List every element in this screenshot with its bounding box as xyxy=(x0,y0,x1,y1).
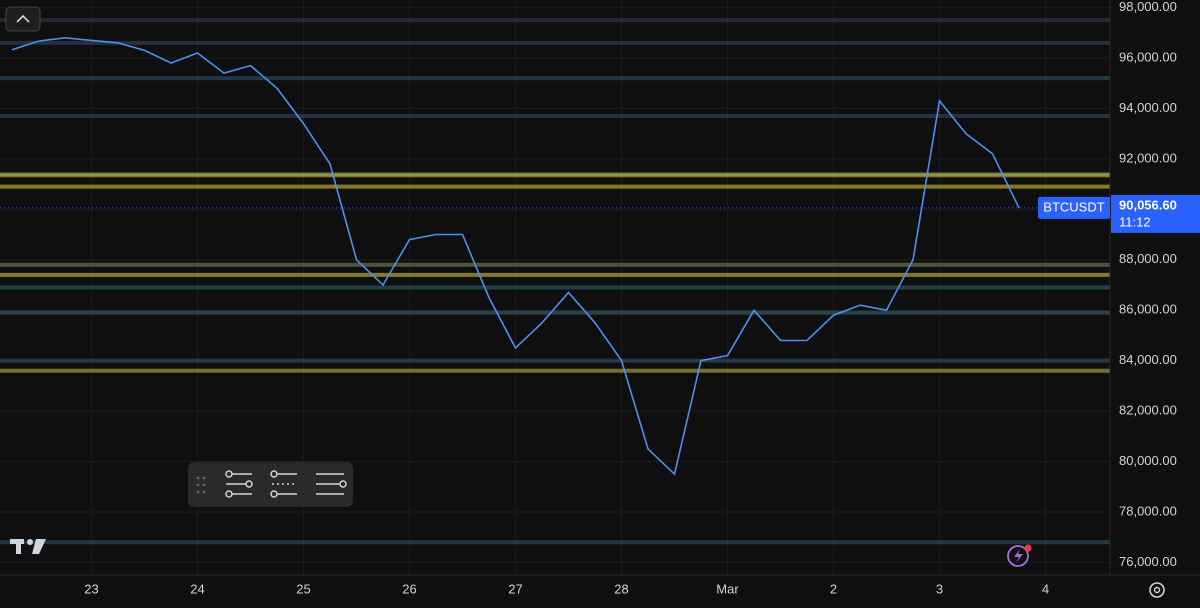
heatmap-levels xyxy=(0,18,1110,545)
heatmap-level xyxy=(0,358,1110,363)
heatmap-level xyxy=(0,184,1110,189)
x-tick-label: 24 xyxy=(190,581,204,596)
heatmap-level xyxy=(0,18,1110,23)
heatmap-level xyxy=(0,262,1110,267)
y-tick-label: 88,000.00 xyxy=(1119,251,1177,266)
x-tick-label: 28 xyxy=(614,581,628,596)
heatmap-level xyxy=(0,272,1110,277)
heatmap-level xyxy=(0,173,1110,178)
price-tag xyxy=(1111,194,1200,233)
tool-icon[interactable] xyxy=(270,470,297,498)
x-tick-label: Mar xyxy=(716,581,739,596)
heatmap-level xyxy=(0,540,1110,545)
heatmap-level xyxy=(0,368,1110,373)
x-tick-label: 27 xyxy=(508,581,522,596)
heatmap-level xyxy=(0,310,1110,315)
y-tick-label: 80,000.00 xyxy=(1119,453,1177,468)
tool-icon[interactable] xyxy=(225,470,253,498)
y-tick-label: 76,000.00 xyxy=(1119,554,1177,569)
alert-icon[interactable] xyxy=(1007,544,1032,567)
collapse-button[interactable] xyxy=(5,6,41,32)
tv-logo xyxy=(10,539,46,554)
tool-icon[interactable] xyxy=(316,473,347,495)
plot xyxy=(0,36,1110,476)
x-tick-label: 4 xyxy=(1042,581,1049,596)
toolbar xyxy=(188,462,353,507)
y-tick-label: 82,000.00 xyxy=(1119,403,1177,418)
heatmap-level xyxy=(0,76,1110,81)
y-tick-label: 94,000.00 xyxy=(1119,100,1177,115)
countdown-label: 11:12 xyxy=(1119,214,1151,229)
x-tick-label: 2 xyxy=(830,581,837,596)
x-tick-label: 26 xyxy=(402,581,416,596)
axes: 76,000.00 78,000.00 80,000.00 82,000.00 84,0… xyxy=(84,0,1200,596)
last-price-label: 90,056.60 xyxy=(1119,197,1177,212)
price-line xyxy=(11,36,1020,476)
x-tick-label: 25 xyxy=(296,581,310,596)
y-tick-label: 84,000.00 xyxy=(1119,352,1177,367)
y-tick-label: 92,000.00 xyxy=(1119,150,1177,165)
y-tick-label: 98,000.00 xyxy=(1119,0,1177,14)
heatmap-level xyxy=(0,285,1110,290)
y-tick-label: 96,000.00 xyxy=(1119,49,1177,64)
heatmap-level xyxy=(0,114,1110,119)
symbol-tag xyxy=(1038,196,1110,219)
settings-icon[interactable] xyxy=(1149,582,1165,598)
symbol-label: BTCUSDT xyxy=(1043,199,1104,214)
x-tick-label: 3 xyxy=(936,581,943,596)
x-tick-label: 23 xyxy=(84,581,98,596)
y-tick-label: 78,000.00 xyxy=(1119,503,1177,518)
y-tick-label: 86,000.00 xyxy=(1119,302,1177,317)
heatmap-level xyxy=(0,40,1110,45)
